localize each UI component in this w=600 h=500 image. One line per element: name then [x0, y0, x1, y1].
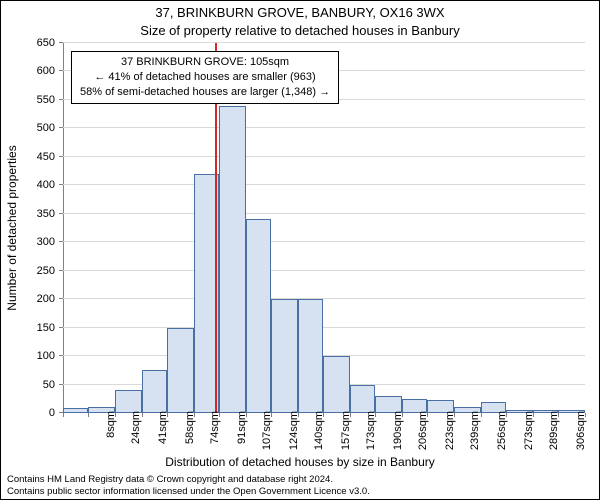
x-tick-label: 157sqm — [340, 411, 352, 455]
x-tick-label: 107sqm — [261, 411, 273, 455]
y-tick-mark — [59, 384, 63, 385]
footer-line-2: Contains public sector information licen… — [7, 486, 370, 497]
y-tick-label: 550 — [15, 94, 55, 106]
y-tick-mark — [59, 213, 63, 214]
y-tick-label: 250 — [15, 265, 55, 277]
chart-container: 37, BRINKBURN GROVE, BANBURY, OX16 3WX S… — [0, 0, 600, 500]
y-tick-mark — [59, 270, 63, 271]
gridline — [63, 327, 585, 328]
chart-title-sub: Size of property relative to detached ho… — [1, 23, 599, 38]
x-tick-label: 306sqm — [575, 411, 587, 455]
x-tick-label: 256sqm — [496, 411, 508, 455]
gridline — [63, 270, 585, 271]
histogram-bar — [323, 356, 350, 413]
y-tick-mark — [59, 355, 63, 356]
y-tick-label: 450 — [15, 151, 55, 163]
x-tick-label: 206sqm — [417, 411, 429, 455]
y-tick-mark — [59, 241, 63, 242]
info-line-2: ← 41% of detached houses are smaller (96… — [80, 70, 330, 85]
y-tick-label: 50 — [15, 379, 55, 391]
chart-title-main: 37, BRINKBURN GROVE, BANBURY, OX16 3WX — [1, 5, 599, 20]
y-tick-label: 350 — [15, 208, 55, 220]
footer: Contains HM Land Registry data © Crown c… — [7, 474, 370, 497]
gridline — [63, 241, 585, 242]
y-tick-label: 500 — [15, 122, 55, 134]
x-tick-label: 140sqm — [313, 411, 325, 455]
gridline — [63, 298, 585, 299]
x-tick-mark — [63, 413, 64, 417]
x-tick-label: 190sqm — [392, 411, 404, 455]
histogram-bar — [115, 390, 142, 413]
histogram-bar — [167, 328, 194, 413]
info-line-3: 58% of semi-detached houses are larger (… — [80, 85, 330, 100]
histogram-bar — [298, 299, 323, 413]
gridline — [63, 184, 585, 185]
gridline — [63, 42, 585, 43]
histogram-bar — [219, 106, 246, 413]
x-axis-label: Distribution of detached houses by size … — [1, 455, 599, 469]
gridline — [63, 156, 585, 157]
y-tick-mark — [59, 70, 63, 71]
y-tick-label: 300 — [15, 236, 55, 248]
y-tick-mark — [59, 99, 63, 100]
y-tick-label: 0 — [15, 407, 55, 419]
x-tick-label: 124sqm — [288, 411, 300, 455]
y-tick-label: 600 — [15, 65, 55, 77]
x-tick-label: 74sqm — [209, 411, 221, 455]
y-tick-mark — [59, 156, 63, 157]
info-line-1: 37 BRINKBURN GROVE: 105sqm — [80, 55, 330, 70]
y-tick-mark — [59, 184, 63, 185]
x-tick-label: 58sqm — [184, 411, 196, 455]
x-tick-label: 289sqm — [548, 411, 560, 455]
y-tick-label: 100 — [15, 350, 55, 362]
histogram-bar — [271, 299, 298, 413]
histogram-bar — [246, 219, 271, 413]
y-tick-label: 400 — [15, 179, 55, 191]
info-box: 37 BRINKBURN GROVE: 105sqm ← 41% of deta… — [71, 51, 339, 104]
y-tick-mark — [59, 298, 63, 299]
y-tick-mark — [59, 127, 63, 128]
gridline — [63, 213, 585, 214]
histogram-bar — [63, 408, 88, 413]
x-tick-mark — [88, 413, 89, 417]
y-tick-mark — [59, 327, 63, 328]
y-tick-label: 150 — [15, 322, 55, 334]
x-tick-label: 41sqm — [157, 411, 169, 455]
x-tick-label: 223sqm — [444, 411, 456, 455]
x-tick-mark — [481, 413, 482, 417]
y-tick-label: 200 — [15, 293, 55, 305]
x-tick-label: 24sqm — [130, 411, 142, 455]
x-tick-label: 173sqm — [365, 411, 377, 455]
x-tick-label: 273sqm — [523, 411, 535, 455]
histogram-bar — [142, 370, 167, 413]
x-tick-label: 8sqm — [105, 411, 117, 455]
histogram-bar — [350, 385, 375, 413]
footer-line-1: Contains HM Land Registry data © Crown c… — [7, 474, 370, 485]
y-tick-mark — [59, 42, 63, 43]
y-tick-label: 650 — [15, 37, 55, 49]
x-tick-label: 239sqm — [469, 411, 481, 455]
gridline — [63, 127, 585, 128]
x-tick-label: 91sqm — [236, 411, 248, 455]
